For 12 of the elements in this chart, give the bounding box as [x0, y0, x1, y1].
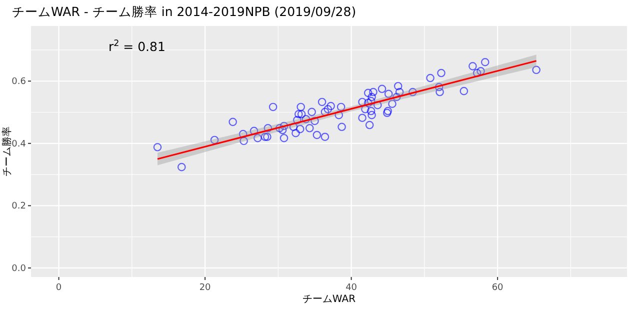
x-tick-label: 60	[492, 283, 504, 293]
y-axis-title: チーム勝率	[1, 126, 13, 176]
y-tick-label: 0.4	[12, 139, 26, 150]
x-axis-title: チームWAR	[302, 294, 356, 305]
annotation: r$^{2}$ = 0.81	[108, 39, 166, 54]
x-tick-label: 0	[56, 283, 62, 293]
y-tick-label: 0.2	[12, 202, 26, 212]
x-tick-label: 40	[346, 283, 358, 293]
text: 0.0	[12, 264, 26, 274]
x-tick-label: 20	[199, 283, 212, 293]
y-tick-label: 0.6	[12, 77, 26, 88]
chart-title: チームWAR - チーム勝率 in 2014-2019NPB (2019/09/28)	[12, 4, 356, 19]
